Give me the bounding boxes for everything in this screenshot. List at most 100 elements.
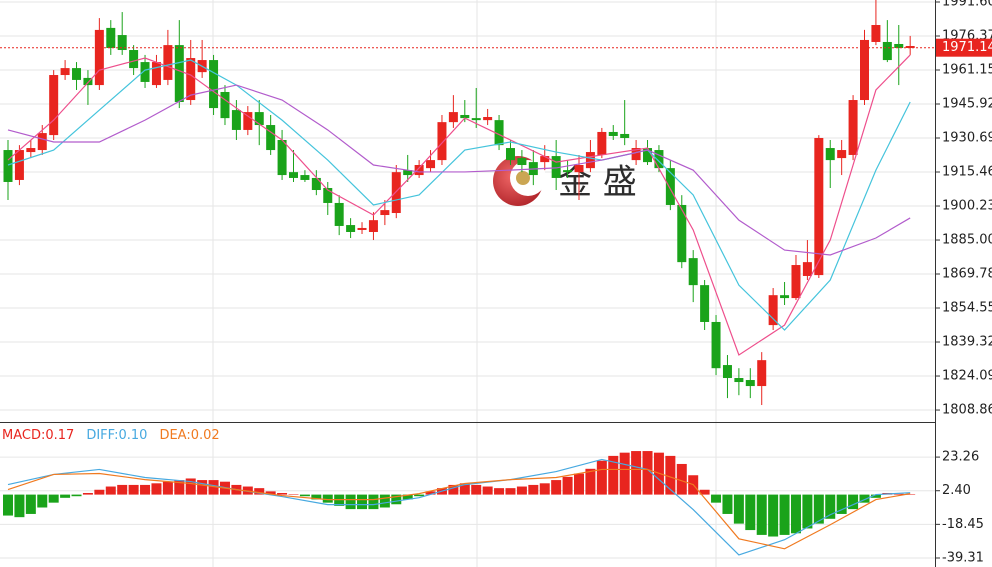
candle-body [391,172,401,214]
y-tick-label: 1961.15 [942,62,992,77]
candle-body [266,125,276,151]
macd-bar [25,494,36,514]
candle-body [311,177,321,191]
candle-body [460,114,470,119]
candle-body [26,148,36,153]
macd-bar [162,481,173,495]
macd-bar [482,486,493,495]
candle-body [734,378,744,383]
candle-body [494,120,504,146]
candle-body [174,45,184,103]
y-tick-label: 1991.60 [942,0,992,10]
y-tick-label: -18.45 [942,517,984,532]
macd-bar [813,494,824,524]
y-tick-label: 1900.23 [942,199,992,214]
y-tick-label: 1930.69 [942,131,992,146]
legend-name: MACD: [2,428,45,443]
macd-bar [151,483,162,495]
y-tick-label: 1869.78 [942,267,992,282]
candle-body [437,122,447,161]
macd-bar [505,488,516,495]
macd-bar [459,483,470,495]
candle-body [837,150,847,159]
macd-bar [128,484,139,495]
candle-body [551,156,561,178]
candle-body [574,165,584,173]
macd-bar [905,494,916,495]
macd-bar [334,494,345,506]
candle-body [300,175,310,180]
y-tick-label: 1915.46 [942,165,992,180]
indicator-line [7,59,911,331]
candle-body [688,258,698,286]
watermark: 金 盛 [493,156,637,206]
candle-body [380,210,390,216]
candle-body [14,150,24,180]
macd-bar [608,455,619,495]
candle-body [517,158,527,166]
macd-bar [379,494,390,508]
macd-bar [117,484,128,495]
macd-bar [185,478,196,495]
macd-bar [733,494,744,524]
candle-body [3,150,13,182]
candle-body [414,165,424,176]
candle-body [608,131,618,136]
candle-body [631,148,641,161]
macd-bar [585,468,596,495]
y-tick-label: 1885.00 [942,233,992,248]
macd-bar [528,484,539,495]
macd-bar [539,483,550,495]
candle-body [585,152,595,169]
legend-name: DEA: [159,428,190,443]
candle-body [597,131,607,155]
candle-body [860,39,869,101]
y-tick-label: 1854.55 [942,301,992,316]
macd-bar [596,460,607,495]
macd-bar [14,494,25,518]
candle-body [209,60,219,109]
candle-body [643,148,653,163]
candle-body [163,45,173,80]
candle-body [780,295,790,299]
macd-bar [60,494,71,498]
macd-bar [768,494,779,537]
macd-bar [357,494,368,510]
watermark-text: 金 盛 [558,163,637,203]
macd-bar [699,489,710,495]
macd-bar [802,494,813,529]
candle-body [563,170,573,173]
macd-bar [779,494,790,535]
candle-body [677,204,687,263]
macd-bar [299,494,310,497]
candle-body [665,168,675,205]
candle-body [368,220,378,232]
candle-body [905,45,915,49]
macd-bar [37,494,48,508]
macd-bar [745,494,756,531]
macd-bar [82,492,93,495]
candle-body [426,160,436,169]
candle-body [140,62,150,82]
candle-body [357,227,367,230]
candle-body [49,75,59,136]
candle-body [277,139,287,176]
candle-body [471,118,481,121]
macd-bar [345,494,356,510]
macd-bar [825,494,836,519]
candle-body [802,262,812,276]
candle-body [620,133,630,138]
macd-bar [402,494,413,500]
indicator-line [7,84,911,256]
macd-bar [562,476,573,495]
y-tick-label: 1808.86 [942,403,992,418]
y-tick-label: 1824.09 [942,369,992,384]
y-tick-label: 1945.92 [942,97,992,112]
candle-body [448,112,458,123]
macd-bar [676,463,687,495]
candle-body [72,68,82,80]
candle-body [483,116,493,121]
macd-bar [848,494,859,510]
legend-value: 0.17 [45,428,74,443]
macd-bar [631,451,642,495]
